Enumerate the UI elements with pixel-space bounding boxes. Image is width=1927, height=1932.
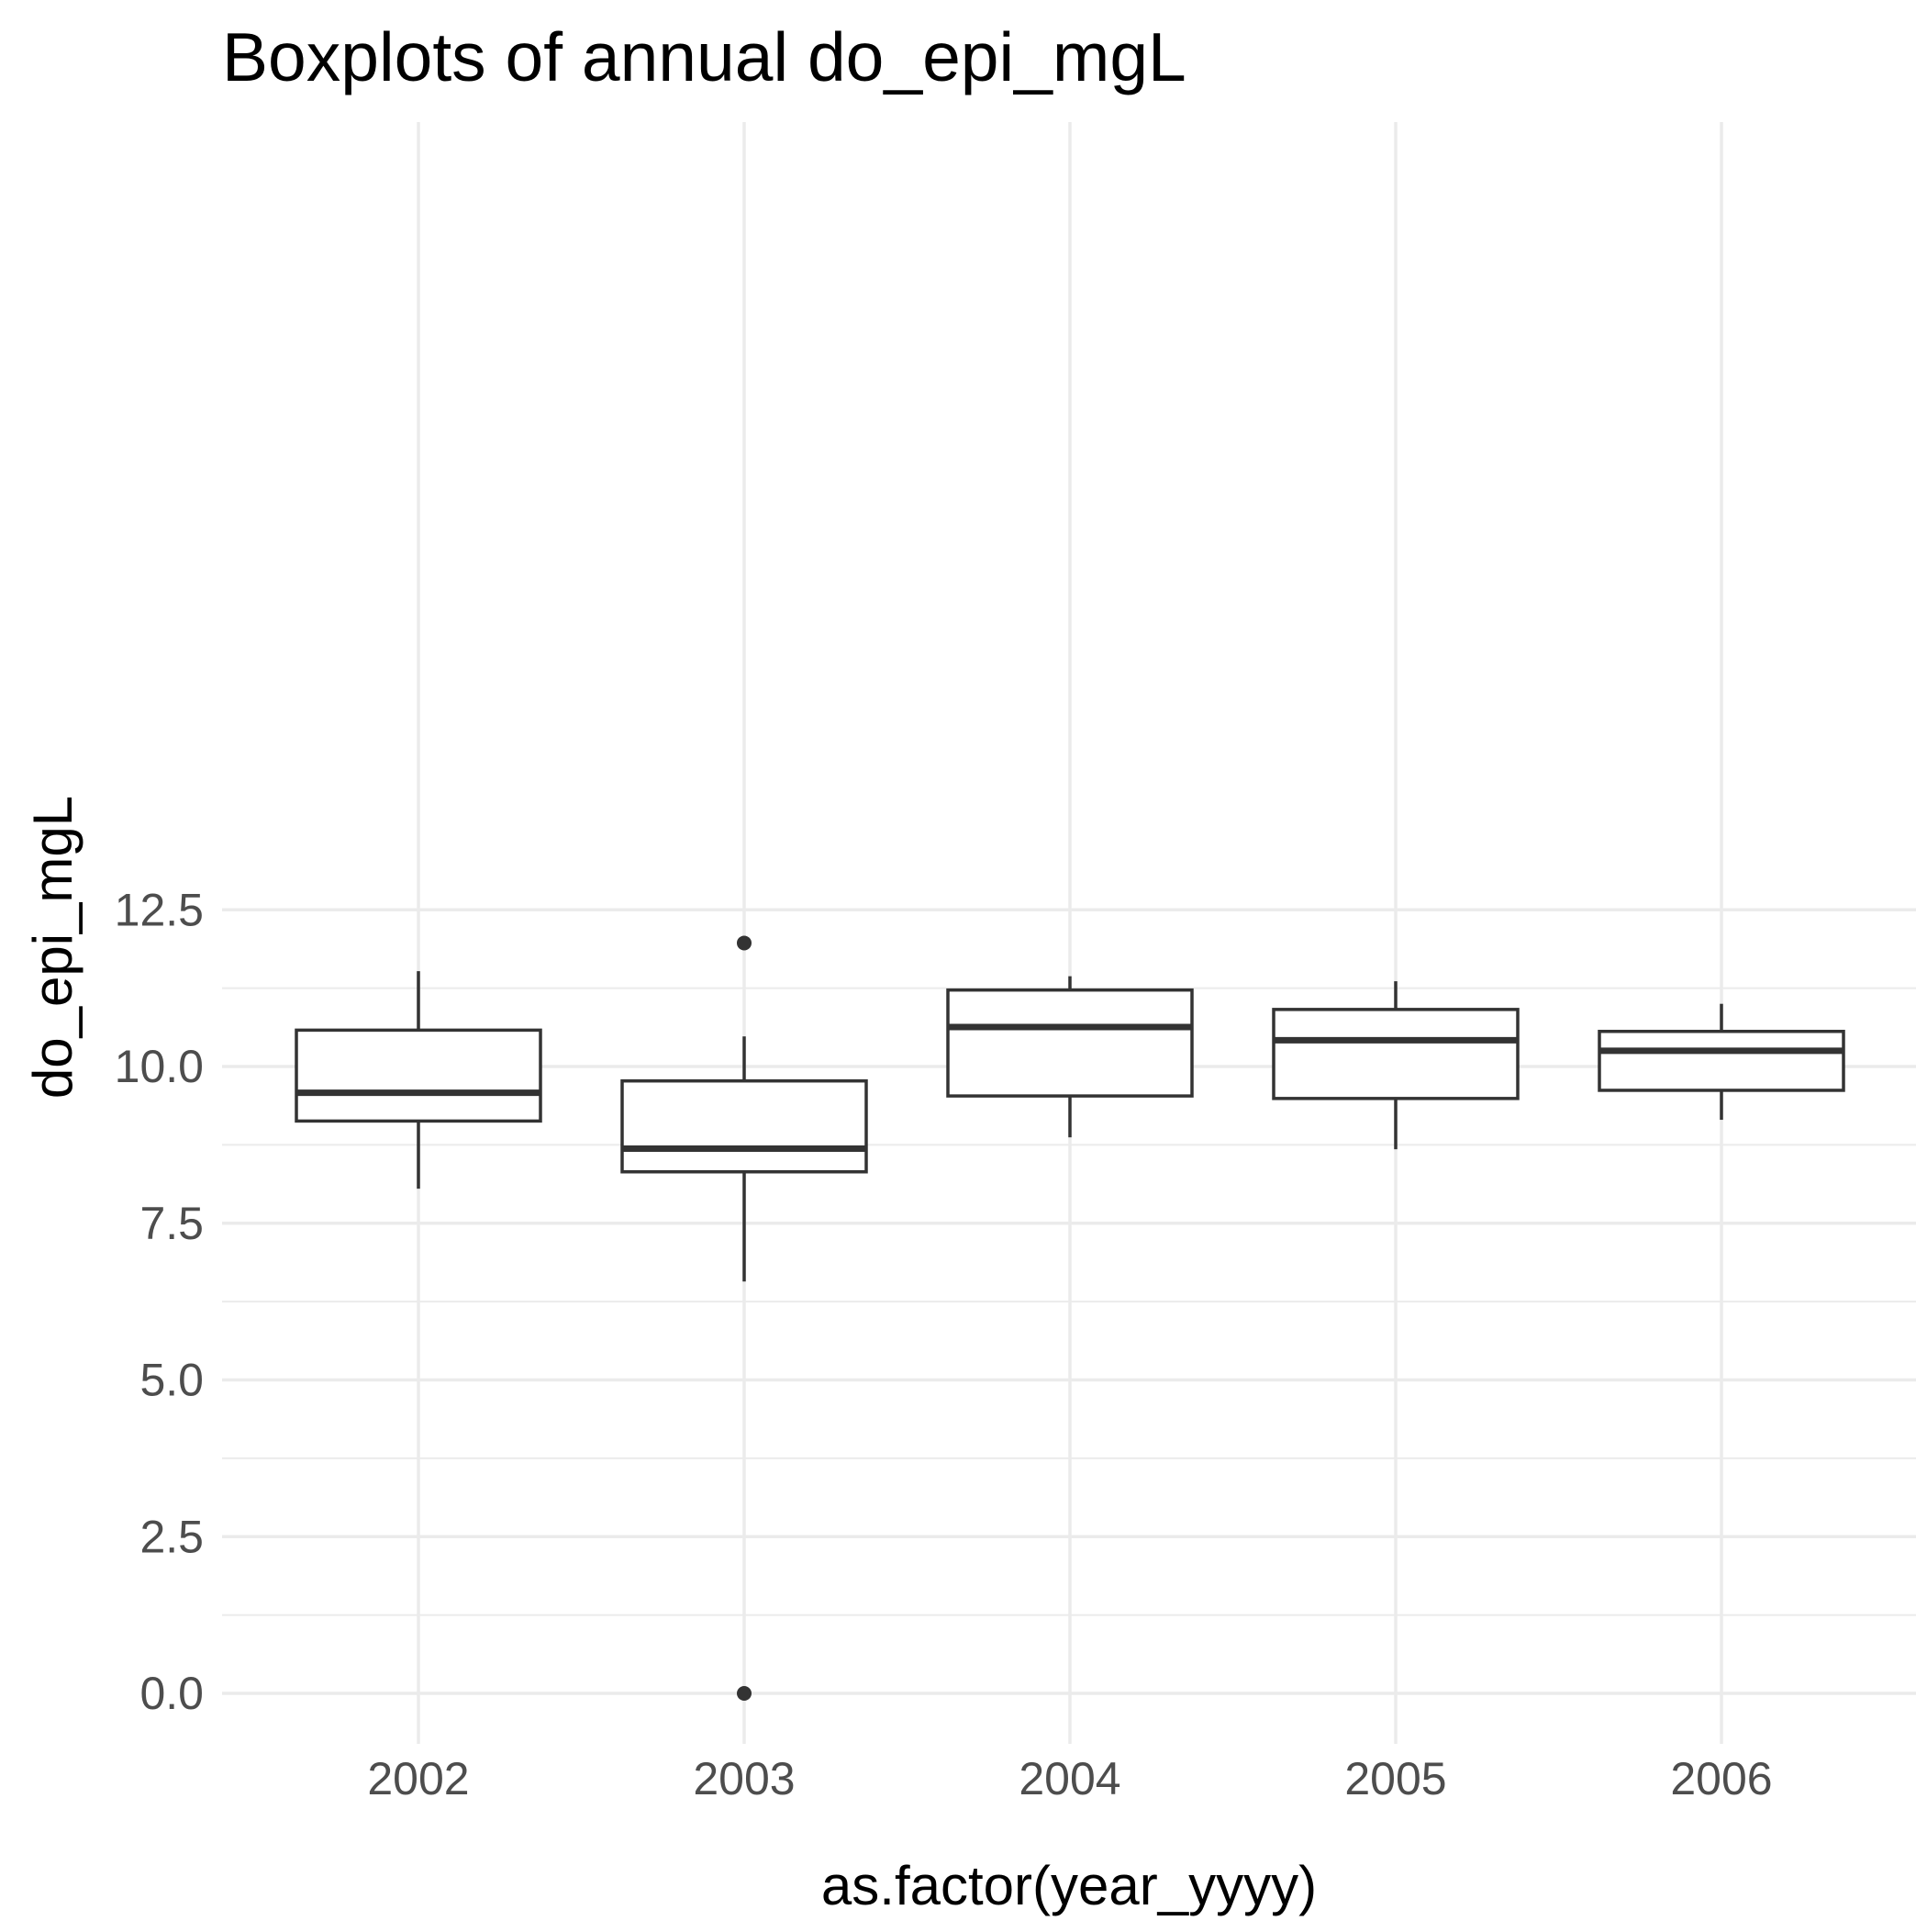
x-axis-title: as.factor(year_yyyy)	[821, 1855, 1317, 1916]
box-2002	[295, 971, 542, 1189]
y-tick-label: 0.0	[139, 1668, 204, 1719]
box-iqr	[1598, 1030, 1845, 1092]
grid-layer	[222, 122, 1916, 1744]
box-iqr	[295, 1028, 542, 1123]
y-tick-label: 12.5	[115, 884, 204, 935]
x-tick-label: 2006	[1670, 1753, 1772, 1804]
x-tick-label: 2003	[693, 1753, 795, 1804]
box-iqr	[620, 1078, 868, 1174]
x-tick-label: 2002	[367, 1753, 469, 1804]
outlier-point	[737, 935, 752, 951]
y-axis-title: do_epi_mgL	[22, 796, 84, 1099]
y-tick-label: 5.0	[139, 1355, 204, 1406]
chart-title: Boxplots of annual do_epi_mgL	[222, 18, 1186, 95]
tick-label-layer: 0.0 2.5 5.0 7.5 10.0 12.5 2002 2003 2004 2005 2006	[115, 884, 1773, 1804]
box-2003	[620, 935, 868, 1701]
box-2004	[946, 976, 1194, 1138]
outlier-point	[737, 1686, 752, 1701]
x-tick-label: 2004	[1019, 1753, 1120, 1804]
y-tick-label: 10.0	[115, 1041, 204, 1092]
y-tick-label: 2.5	[139, 1511, 204, 1562]
box-iqr	[946, 988, 1194, 1098]
box-iqr	[1272, 1008, 1520, 1100]
box-2005	[1272, 981, 1520, 1150]
x-tick-label: 2005	[1344, 1753, 1446, 1804]
box-2006	[1598, 1003, 1845, 1121]
y-tick-label: 7.5	[139, 1198, 204, 1249]
box-layer	[295, 935, 1845, 1701]
